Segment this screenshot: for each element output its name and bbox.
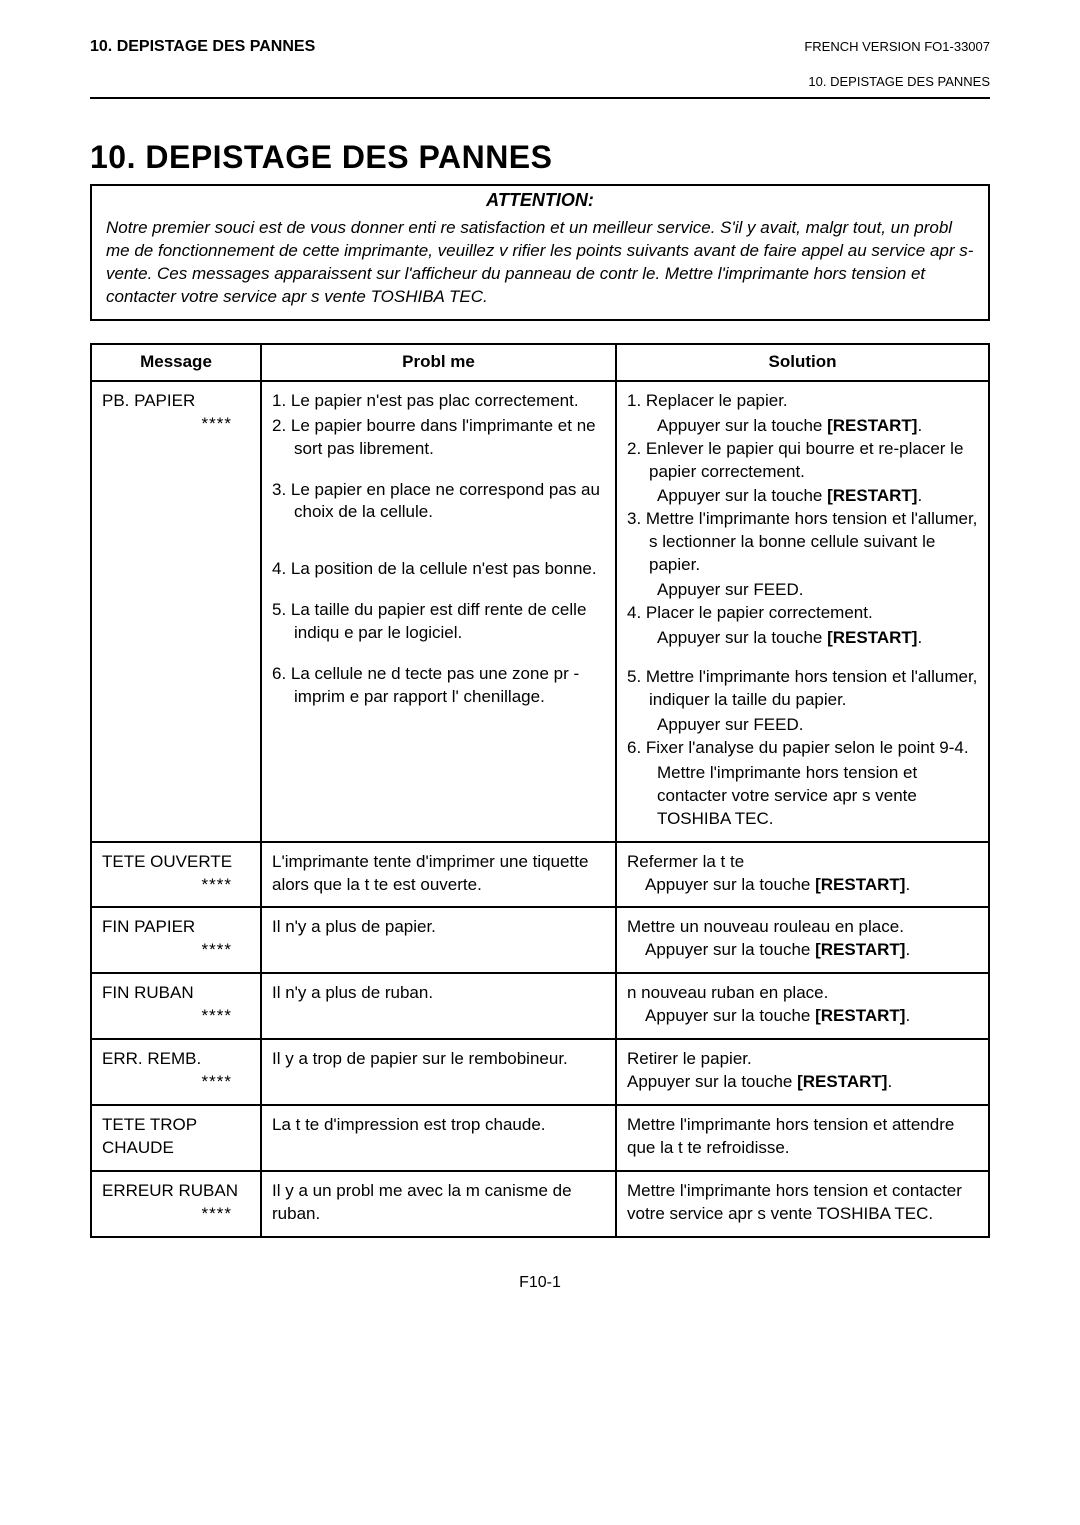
table-row: FIN PAPIER **** Il n'y a plus de papier.… <box>91 907 989 973</box>
header-rule <box>90 97 990 99</box>
cell-problem: 1. Le papier n'est pas plac correctement… <box>261 381 616 842</box>
solution-line: Appuyer sur FEED. <box>627 579 978 602</box>
cell-solution: Retirer le papier. Appuyer sur la touche… <box>616 1039 989 1105</box>
cell-message: PB. PAPIER **** <box>91 381 261 842</box>
msg-stars: **** <box>102 1071 250 1094</box>
header-sub-right: 10. DEPISTAGE DES PANNES <box>90 74 990 89</box>
problem-item: 1. Le papier n'est pas plac correctement… <box>272 390 605 413</box>
solution-item: 5. Mettre l'imprimante hors tension et l… <box>627 666 978 712</box>
msg-main: PB. PAPIER <box>102 390 250 413</box>
problem-item: 3. Le papier en place ne correspond pas … <box>272 479 605 525</box>
restart-key: [RESTART] <box>815 940 905 959</box>
restart-key: [RESTART] <box>827 416 917 435</box>
cell-solution: 1. Replacer le papier. Appuyer sur la to… <box>616 381 989 842</box>
restart-key: [RESTART] <box>797 1072 887 1091</box>
header-left-text: 10. DEPISTAGE DES PANNES <box>90 38 315 56</box>
solution-line: Appuyer sur FEED. <box>627 714 978 737</box>
chapter-title: 10. DEPISTAGE DES PANNES <box>90 139 990 176</box>
cell-problem: Il n'y a plus de papier. <box>261 907 616 973</box>
msg-stars: **** <box>102 939 250 962</box>
msg-stars: **** <box>102 1203 250 1226</box>
attention-body: Notre premier souci est de vous donner e… <box>92 213 988 319</box>
cell-solution: Mettre l'imprimante hors tension et cont… <box>616 1171 989 1237</box>
attention-box: ATTENTION: Notre premier souci est de vo… <box>90 184 990 321</box>
solution-line: n nouveau ruban en place. <box>627 982 978 1005</box>
cell-solution: Mettre l'imprimante hors tension et atte… <box>616 1105 989 1171</box>
table-row: TETE OUVERTE **** L'imprimante tente d'i… <box>91 842 989 908</box>
msg-stars: **** <box>102 1005 250 1028</box>
cell-problem: Il y a trop de papier sur le rembobineur… <box>261 1039 616 1105</box>
page-header: 10. DEPISTAGE DES PANNES FRENCH VERSION … <box>90 38 990 56</box>
restart-key: [RESTART] <box>827 628 917 647</box>
table-row: FIN RUBAN **** Il n'y a plus de ruban. n… <box>91 973 989 1039</box>
msg-main: FIN RUBAN <box>102 982 250 1005</box>
solution-line: Appuyer sur la touche [RESTART]. <box>627 627 978 650</box>
table-row: PB. PAPIER **** 1. Le papier n'est pas p… <box>91 381 989 842</box>
problem-item: 5. La taille du papier est diff rente de… <box>272 599 605 645</box>
msg-stars: **** <box>102 874 250 897</box>
solution-item: 4. Placer le papier correctement. <box>627 602 978 625</box>
document-page: 10. DEPISTAGE DES PANNES FRENCH VERSION … <box>0 0 1080 1525</box>
solution-item: 1. Replacer le papier. <box>627 390 978 413</box>
cell-message: ERREUR RUBAN **** <box>91 1171 261 1237</box>
restart-key: [RESTART] <box>815 875 905 894</box>
restart-key: [RESTART] <box>815 1006 905 1025</box>
solution-line: Mettre l'imprimante hors tension et cont… <box>627 762 978 831</box>
cell-problem: La t te d'impression est trop chaude. <box>261 1105 616 1171</box>
msg-main: FIN PAPIER <box>102 916 250 939</box>
msg-main: ERR. REMB. <box>102 1048 250 1071</box>
cell-message: FIN RUBAN **** <box>91 973 261 1039</box>
solution-line: Appuyer sur la touche [RESTART]. <box>627 1071 978 1094</box>
cell-message: TETE TROP CHAUDE <box>91 1105 261 1171</box>
attention-heading: ATTENTION: <box>92 186 988 213</box>
solution-line: Appuyer sur la touche [RESTART]. <box>627 874 978 897</box>
solution-item: 3. Mettre l'imprimante hors tension et l… <box>627 508 978 577</box>
table-row: ERR. REMB. **** Il y a trop de papier su… <box>91 1039 989 1105</box>
problem-item: 2. Le papier bourre dans l'imprimante et… <box>272 415 605 461</box>
problem-item: 4. La position de la cellule n'est pas b… <box>272 558 605 581</box>
cell-solution: n nouveau ruban en place. Appuyer sur la… <box>616 973 989 1039</box>
solution-line: Retirer le papier. <box>627 1048 978 1071</box>
problem-item: 6. La cellule ne d tecte pas une zone pr… <box>272 663 605 709</box>
col-header-solution: Solution <box>616 344 989 381</box>
cell-problem: Il y a un probl me avec la m canisme de … <box>261 1171 616 1237</box>
solution-line: Appuyer sur la touche [RESTART]. <box>627 415 978 438</box>
page-number: F10-1 <box>90 1274 990 1292</box>
table-row: ERREUR RUBAN **** Il y a un probl me ave… <box>91 1171 989 1237</box>
cell-message: ERR. REMB. **** <box>91 1039 261 1105</box>
table-header-row: Message Probl me Solution <box>91 344 989 381</box>
cell-solution: Refermer la t te Appuyer sur la touche [… <box>616 842 989 908</box>
header-right-text: FRENCH VERSION FO1-33007 <box>804 39 990 54</box>
solution-item: 6. Fixer l'analyse du papier selon le po… <box>627 737 978 760</box>
cell-problem: Il n'y a plus de ruban. <box>261 973 616 1039</box>
msg-stars: **** <box>102 413 250 436</box>
solution-line: Appuyer sur la touche [RESTART]. <box>627 939 978 962</box>
restart-key: [RESTART] <box>827 486 917 505</box>
msg-main: TETE OUVERTE <box>102 851 250 874</box>
solution-item: 2. Enlever le papier qui bourre et re-pl… <box>627 438 978 484</box>
solution-line: Appuyer sur la touche [RESTART]. <box>627 485 978 508</box>
col-header-problem: Probl me <box>261 344 616 381</box>
solution-line: Refermer la t te <box>627 851 978 874</box>
cell-solution: Mettre un nouveau rouleau en place. Appu… <box>616 907 989 973</box>
msg-main: ERREUR RUBAN <box>102 1180 250 1203</box>
solution-line: Mettre un nouveau rouleau en place. <box>627 916 978 939</box>
solution-line: Appuyer sur la touche [RESTART]. <box>627 1005 978 1028</box>
msg-line: CHAUDE <box>102 1137 250 1160</box>
col-header-message: Message <box>91 344 261 381</box>
table-row: TETE TROP CHAUDE La t te d'impression es… <box>91 1105 989 1171</box>
msg-line: TETE TROP <box>102 1114 250 1137</box>
cell-message: FIN PAPIER **** <box>91 907 261 973</box>
cell-problem: L'imprimante tente d'imprimer une tiquet… <box>261 842 616 908</box>
troubleshoot-table: Message Probl me Solution PB. PAPIER ***… <box>90 343 990 1238</box>
cell-message: TETE OUVERTE **** <box>91 842 261 908</box>
